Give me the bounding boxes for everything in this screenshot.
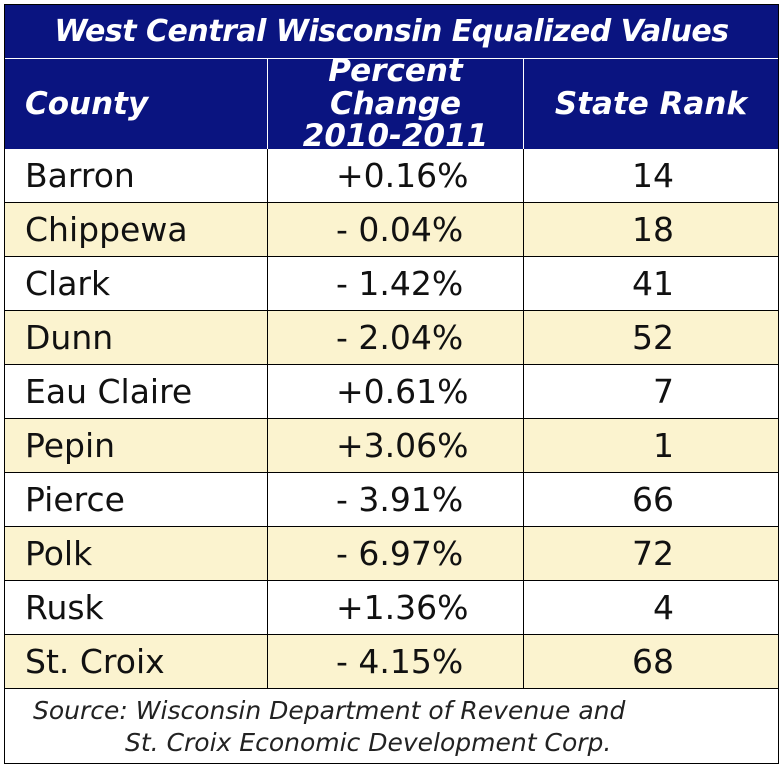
source-note: Source: Wisconsin Department of Revenue … (5, 689, 778, 763)
change-cell: - 3.91% (268, 473, 524, 526)
table-row: St. Croix - 4.15% 68 (5, 635, 778, 689)
county-cell: Barron (5, 149, 268, 202)
change-cell: - 2.04% (268, 311, 524, 364)
table-row: Eau Claire +0.61% 7 (5, 365, 778, 419)
table-row: Clark - 1.42% 41 (5, 257, 778, 311)
rank-cell: 72 (632, 534, 674, 573)
change-cell: +1.36% (268, 581, 524, 634)
county-cell: Chippewa (5, 203, 268, 256)
source-line-2: St. Croix Economic Development Corp. (125, 728, 612, 757)
rank-cell: 52 (632, 318, 674, 357)
source-line-1: Source: Wisconsin Department of Revenue … (33, 696, 626, 725)
rank-cell: 18 (632, 210, 674, 249)
header-county: County (5, 59, 268, 149)
table-frame: West Central Wisconsin Equalized Values … (4, 4, 779, 764)
table-row: Rusk +1.36% 4 (5, 581, 778, 635)
table-row: Polk - 6.97% 72 (5, 527, 778, 581)
county-cell: Pierce (5, 473, 268, 526)
rank-cell: 14 (632, 156, 674, 195)
change-cell: - 4.15% (268, 635, 524, 688)
header-state-rank: State Rank (554, 85, 748, 122)
change-cell: - 0.04% (268, 203, 524, 256)
rank-cell: 4 (653, 588, 674, 627)
county-cell: Polk (5, 527, 268, 580)
rank-cell: 1 (653, 426, 674, 465)
header-percent-change-line1: Percent Change (328, 53, 463, 122)
county-cell: Dunn (5, 311, 268, 364)
county-cell: Pepin (5, 419, 268, 472)
county-cell: Clark (5, 257, 268, 310)
rank-cell: 41 (632, 264, 674, 303)
rank-cell: 66 (632, 480, 674, 519)
change-cell: +0.16% (268, 149, 524, 202)
table-row: Pepin +3.06% 1 (5, 419, 778, 473)
table-row: Dunn - 2.04% 52 (5, 311, 778, 365)
table-body: Barron +0.16% 14 Chippewa - 0.04% 18 Cla… (5, 149, 778, 689)
table-row: Barron +0.16% 14 (5, 149, 778, 203)
table-row: Chippewa - 0.04% 18 (5, 203, 778, 257)
table-row: Pierce - 3.91% 66 (5, 473, 778, 527)
rank-cell: 68 (632, 642, 674, 681)
county-cell: St. Croix (5, 635, 268, 688)
rank-cell: 7 (653, 372, 674, 411)
header-percent-change-line2: 2010-2011 (302, 118, 489, 155)
change-cell: +0.61% (268, 365, 524, 418)
county-cell: Eau Claire (5, 365, 268, 418)
change-cell: - 1.42% (268, 257, 524, 310)
change-cell: +3.06% (268, 419, 524, 472)
header-percent-change: Percent Change 2010-2011 (268, 55, 524, 152)
change-cell: - 6.97% (268, 527, 524, 580)
table-title: West Central Wisconsin Equalized Values (5, 5, 778, 58)
county-cell: Rusk (5, 581, 268, 634)
header-row: County Percent Change 2010-2011 State Ra… (5, 55, 778, 152)
